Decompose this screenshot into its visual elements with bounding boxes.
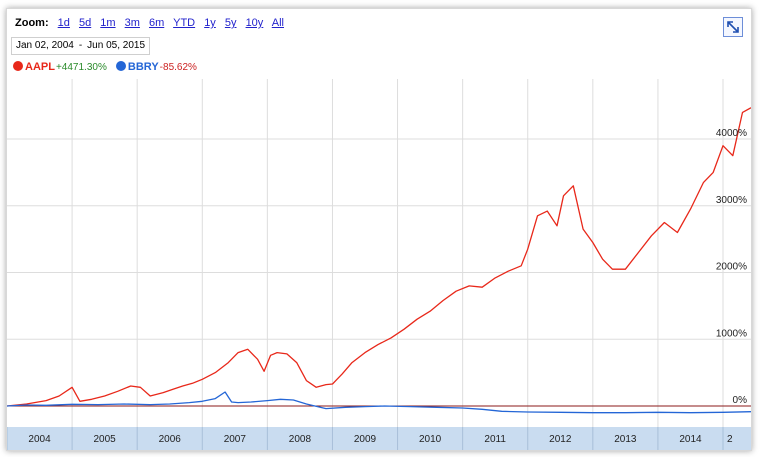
date-range-box[interactable]: Jan 02, 2004- Jun 05, 2015 bbox=[11, 37, 150, 55]
zoom-10y[interactable]: 10y bbox=[245, 17, 264, 29]
grid-lines bbox=[7, 79, 751, 450]
y-tick-label-3: 3000% bbox=[716, 195, 747, 206]
bbry-legend-dot bbox=[115, 61, 126, 71]
end-date[interactable]: Jun 05, 2015 bbox=[87, 40, 145, 51]
chart-frame: 0% 1000% 2000% 3000% 4000% 2004 2005 2006 2007 2… bbox=[6, 8, 752, 451]
aapl-legend-symbol[interactable]: AAPL bbox=[25, 61, 55, 73]
x-tick-label-4: 2008 bbox=[289, 434, 312, 445]
aapl-legend-change: +4471.30% bbox=[55, 62, 107, 73]
x-tick-label-3: 2007 bbox=[224, 434, 247, 445]
x-axis-band[interactable]: 2004 2005 2006 2007 2008 2009 2010 2011 2012 2013… bbox=[7, 427, 751, 450]
x-tick-label-9: 2013 bbox=[614, 434, 637, 445]
series-line-bbry bbox=[7, 391, 751, 414]
bbry-legend-symbol[interactable]: BBRY bbox=[127, 61, 159, 73]
y-tick-label-2: 2000% bbox=[716, 262, 747, 273]
start-date[interactable]: Jan 02, 2004 bbox=[16, 40, 74, 51]
zoom-toolbar: Zoom: 1d 5d 1m 3m 6m YTD 1y 5y 10y All bbox=[15, 17, 290, 33]
zoom-6m[interactable]: 6m bbox=[148, 17, 165, 29]
x-tick-label-5: 2009 bbox=[354, 434, 377, 445]
zoom-5d[interactable]: 5d bbox=[78, 17, 92, 29]
bbry-legend-change: -85.62% bbox=[159, 62, 197, 73]
stock-comparison-chart: 0%1000%2000%3000%4000% 2004 2005 2006 2007 2… bbox=[7, 79, 751, 450]
zoom-3m[interactable]: 3m bbox=[124, 17, 140, 29]
expand-button[interactable] bbox=[723, 17, 743, 37]
y-tick-label-4: 4000% bbox=[716, 128, 747, 139]
zoom-1m[interactable]: 1m bbox=[100, 17, 116, 29]
zoom-5y[interactable]: 5y bbox=[224, 17, 237, 29]
date-separator: - bbox=[78, 40, 83, 51]
x-tick-label-0: 2004 bbox=[28, 434, 51, 445]
series-layer bbox=[7, 107, 751, 414]
series-line-aapl bbox=[7, 107, 751, 407]
zoom-label: Zoom: bbox=[15, 17, 49, 29]
x-tick-label-10: 2014 bbox=[679, 434, 702, 445]
x-tick-label-6: 2010 bbox=[419, 434, 442, 445]
y-tick-label-0: 0% bbox=[733, 395, 748, 406]
aapl-legend-dot bbox=[13, 61, 23, 71]
x-axis-band-background bbox=[7, 427, 751, 450]
zoom-1d[interactable]: 1d bbox=[57, 17, 70, 29]
x-tick-label-7: 2011 bbox=[484, 434, 506, 445]
y-tick-label-1: 1000% bbox=[716, 328, 747, 339]
expand-arrows-icon bbox=[727, 21, 739, 33]
zoom-ytd[interactable]: YTD bbox=[173, 17, 196, 29]
x-tick-label-2: 2006 bbox=[159, 434, 182, 445]
x-tick-label-8: 2012 bbox=[549, 434, 572, 445]
y-tick-labels: 0% 1000% 2000% 3000% 4000% bbox=[716, 128, 747, 406]
x-tick-label-1: 2005 bbox=[94, 434, 117, 445]
legend: AAPL+4471.30% BBRY-85.62% bbox=[13, 61, 203, 73]
zoom-1y[interactable]: 1y bbox=[204, 17, 216, 29]
x-tick-label-11: 2 bbox=[727, 434, 733, 445]
zoom-all[interactable]: All bbox=[271, 17, 284, 29]
